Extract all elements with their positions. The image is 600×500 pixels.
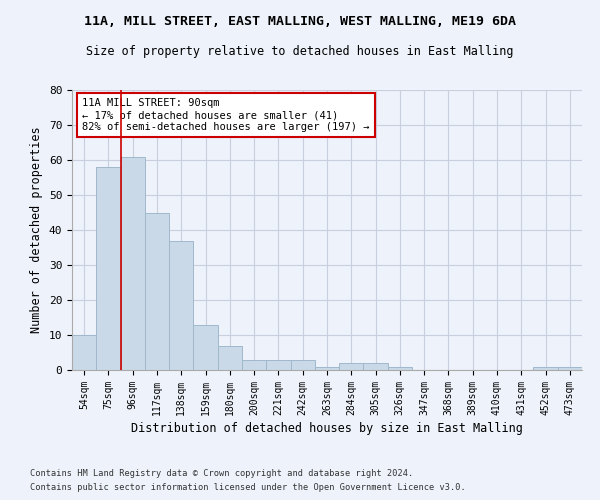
Bar [533,366,558,370]
Text: 11A MILL STREET: 90sqm
← 17% of detached houses are smaller (41)
82% of semi-det: 11A MILL STREET: 90sqm ← 17% of detached… [82,98,370,132]
Bar [96,167,121,370]
Bar [169,240,193,370]
Bar [339,363,364,370]
Text: Contains HM Land Registry data © Crown copyright and database right 2024.: Contains HM Land Registry data © Crown c… [30,468,413,477]
Bar [266,360,290,370]
Bar [388,366,412,370]
Bar [558,366,582,370]
Bar [364,363,388,370]
Bar [218,346,242,370]
Bar [290,360,315,370]
Text: Size of property relative to detached houses in East Malling: Size of property relative to detached ho… [86,45,514,58]
Y-axis label: Number of detached properties: Number of detached properties [30,126,43,334]
X-axis label: Distribution of detached houses by size in East Malling: Distribution of detached houses by size … [131,422,523,435]
Bar [193,324,218,370]
Text: 11A, MILL STREET, EAST MALLING, WEST MALLING, ME19 6DA: 11A, MILL STREET, EAST MALLING, WEST MAL… [84,15,516,28]
Bar [145,212,169,370]
Bar [242,360,266,370]
Bar [315,366,339,370]
Bar [121,156,145,370]
Text: Contains public sector information licensed under the Open Government Licence v3: Contains public sector information licen… [30,484,466,492]
Bar [72,335,96,370]
